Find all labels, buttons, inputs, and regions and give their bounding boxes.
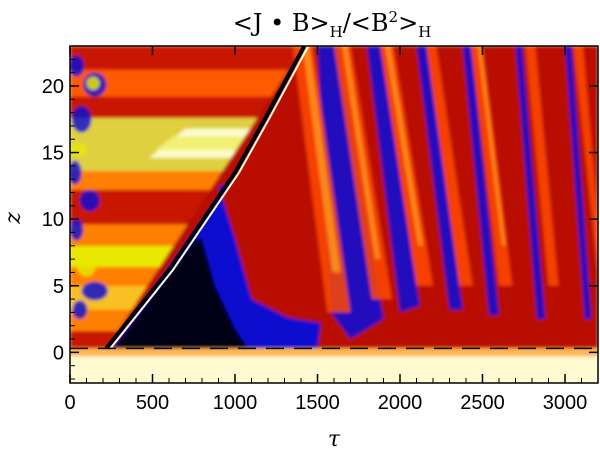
active-valley <box>515 46 546 320</box>
x-axis-title: τ <box>328 427 341 451</box>
quiet-band <box>70 189 224 225</box>
front-cavity-dark <box>112 239 249 349</box>
heatmap-overlay <box>70 45 598 350</box>
x-tick-label: 2500 <box>460 392 505 414</box>
quiet-band <box>70 309 138 332</box>
quiet-band <box>70 70 292 97</box>
edge-blob <box>70 143 87 157</box>
x-tick-label: 0 <box>64 392 75 414</box>
y-tick-label: 0 <box>53 342 64 364</box>
quiet-core-inner <box>155 136 251 150</box>
active-hotline <box>302 46 341 273</box>
edge-blob <box>81 281 108 301</box>
y-tick-label: 10 <box>42 209 64 231</box>
active-hotline <box>477 46 506 246</box>
edge-blob <box>79 189 100 212</box>
active-valley <box>462 46 499 316</box>
active-valley <box>416 46 463 310</box>
edge-blob <box>76 252 97 277</box>
title-part1: <J • B> <box>233 9 330 37</box>
title-part3: > <box>398 9 418 37</box>
active-valley <box>367 46 420 313</box>
active-hotline <box>385 46 424 246</box>
x-tick-label: 2000 <box>378 392 423 414</box>
title-sub2: H <box>418 23 431 41</box>
quiet-band <box>70 46 305 70</box>
y-tick-label: 5 <box>53 276 64 298</box>
quiet-band <box>70 224 200 246</box>
title-part2: /<B <box>343 9 389 37</box>
heatmap-area <box>70 46 598 383</box>
quiet-band <box>70 245 186 268</box>
edge-blob <box>70 160 82 185</box>
y-axis-title: z <box>1 212 26 225</box>
active-streak <box>426 46 473 286</box>
title-sub1: H <box>330 23 343 41</box>
lower-band-edge <box>70 348 598 357</box>
axes: 0 500 1000 1500 2000 2500 3000 0 5 10 15 20 <box>42 45 599 414</box>
edge-blob <box>71 105 92 133</box>
y-tick-label: 20 <box>42 76 64 98</box>
title-sup: 2 <box>389 8 399 26</box>
edge-blob <box>72 300 88 320</box>
active-streak <box>573 46 598 273</box>
front-ridge <box>104 45 307 350</box>
edge-blob <box>70 219 84 241</box>
chart-title: <J • B>H/<B2>H <box>233 8 432 41</box>
edge-blob <box>70 55 85 77</box>
active-valley <box>565 46 592 320</box>
active-hotline <box>342 46 381 260</box>
quiet-band <box>70 171 236 190</box>
front-ridge-glow <box>109 45 310 350</box>
x-tick-label: 500 <box>136 392 169 414</box>
quiet-band <box>70 96 277 118</box>
quiet-band <box>70 267 171 286</box>
y-tick-label: 15 <box>42 143 64 165</box>
x-tick-label: 1500 <box>295 392 340 414</box>
edge-blob <box>86 76 100 90</box>
active-streak <box>525 46 559 286</box>
x-tick-label: 3000 <box>543 392 588 414</box>
x-tick-label: 1000 <box>213 392 258 414</box>
heatmap-field <box>70 46 598 383</box>
